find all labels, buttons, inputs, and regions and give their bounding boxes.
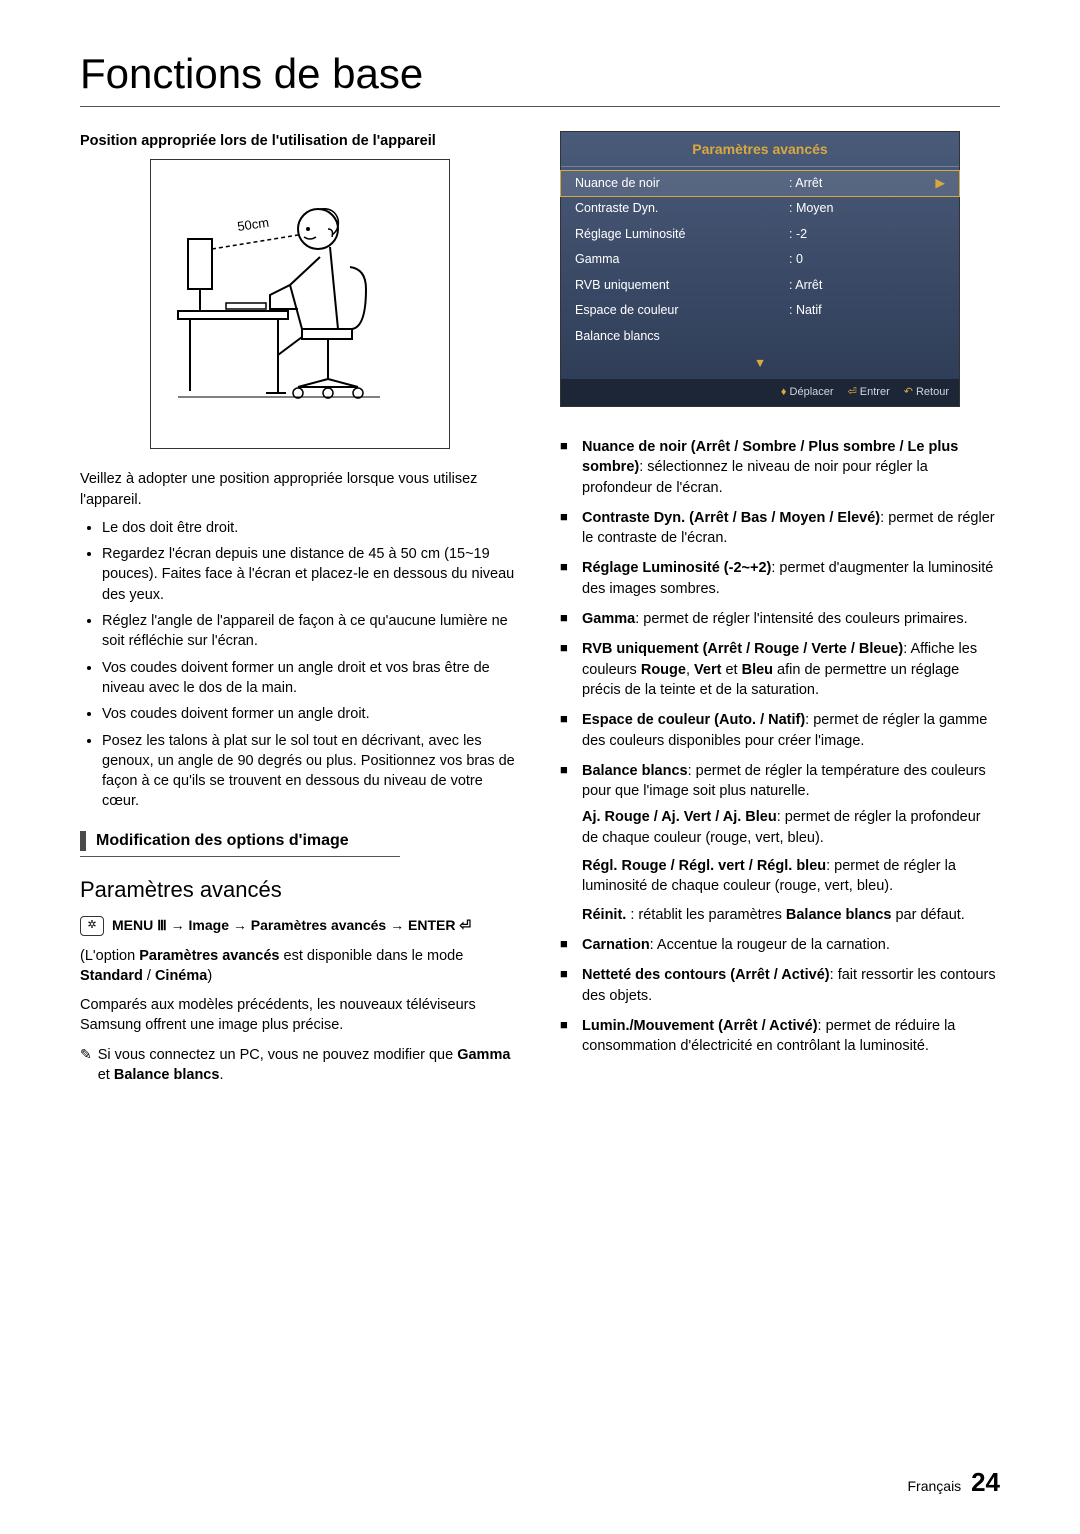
balance-detail-line: Aj. Rouge / Aj. Vert / Aj. Bleu: permet … — [582, 807, 1000, 848]
param-item: RVB uniquement (Arrêt / Rouge / Verte / … — [560, 639, 1000, 700]
left-column: Position appropriée lors de l'utilisatio… — [80, 131, 520, 1096]
osd-row[interactable]: Réglage Luminosité: -2 — [561, 222, 959, 248]
osd-header: Paramètres avancés — [561, 132, 959, 167]
enter-icon: ⏎ — [848, 386, 857, 398]
posture-intro: Veillez à adopter une position approprié… — [80, 469, 520, 510]
param-item-name: Balance blancs — [582, 763, 688, 779]
param-item: Netteté des contours (Arrêt / Activé): f… — [560, 965, 1000, 1006]
osd-row-key: Contraste Dyn. — [575, 200, 789, 218]
osd-row[interactable]: Espace de couleur: Natif — [561, 298, 959, 324]
page-footer: Français 24 — [908, 1467, 1001, 1498]
osd-row-arrow-icon: ▶ — [929, 175, 945, 193]
menu-path: ✲ MENU Ⅲ → Image → Paramètres avancés → … — [80, 916, 520, 936]
right-column: Paramètres avancés Nuance de noir: Arrêt… — [560, 131, 1000, 1096]
param-item: Contraste Dyn. (Arrêt / Bas / Moyen / El… — [560, 508, 1000, 549]
osd-row-key: RVB uniquement — [575, 277, 789, 295]
position-heading: Position appropriée lors de l'utilisatio… — [80, 131, 520, 151]
param-item: Réglage Luminosité (-2~+2): permet d'aug… — [560, 558, 1000, 599]
availability-note: (L'option Paramètres avancés est disponi… — [80, 946, 520, 987]
param-item-name: Réglage Luminosité (-2~+2) — [582, 560, 771, 576]
param-item: Carnation: Accentue la rougeur de la car… — [560, 935, 1000, 955]
menu-path-string: MENU Ⅲ → Image → Paramètres avancés → EN… — [112, 917, 455, 933]
osd-return-hint: ↶Retour — [904, 385, 949, 400]
param-item-name: Lumin./Mouvement (Arrêt / Activé) — [582, 1018, 818, 1034]
title-rule — [80, 106, 1000, 107]
balance-detail-line: Réinit. : rétablit les paramètres Balanc… — [582, 905, 1000, 925]
posture-bullets: Le dos doit être droit. Regardez l'écran … — [80, 518, 520, 812]
param-descriptions: Nuance de noir (Arrêt / Sombre / Plus so… — [560, 437, 1000, 1056]
compare-text: Comparés aux modèles précédents, les nou… — [80, 995, 520, 1036]
pc-note: ✎ Si vous connectez un PC, vous ne pouve… — [80, 1045, 520, 1086]
param-item-name: Carnation — [582, 937, 650, 953]
return-icon: ↶ — [904, 386, 913, 398]
enter-icon: ⏎ — [455, 917, 471, 933]
osd-row-value: : Natif — [789, 302, 929, 320]
param-item-name: Nuance de noir (Arrêt / Sombre / Plus so… — [582, 439, 958, 475]
osd-row-key: Espace de couleur — [575, 302, 789, 320]
osd-row-value: : 0 — [789, 251, 929, 269]
osd-row-value: : -2 — [789, 226, 929, 244]
osd-row[interactable]: Nuance de noir: Arrêt▶ — [561, 171, 959, 197]
param-item-name: Gamma — [582, 611, 635, 627]
posture-illustration: 50cm — [150, 159, 450, 449]
osd-enter-hint: ⏎Entrer — [848, 385, 890, 400]
osd-row-key: Gamma — [575, 251, 789, 269]
posture-bullet: Vos coudes doivent former un angle droit… — [102, 658, 520, 699]
param-item-name: Espace de couleur (Auto. / Natif) — [582, 712, 805, 728]
param-item-name: Contraste Dyn. (Arrêt / Bas / Moyen / El… — [582, 510, 880, 526]
param-item: Nuance de noir (Arrêt / Sombre / Plus so… — [560, 437, 1000, 498]
balance-blancs-details: Aj. Rouge / Aj. Vert / Aj. Bleu: permet … — [560, 807, 1000, 924]
osd-row-value: : Arrêt — [789, 175, 929, 193]
section-bar-label: Modification des options d'image — [96, 830, 349, 852]
balance-detail-line: Régl. Rouge / Régl. vert / Régl. bleu: p… — [582, 856, 1000, 897]
param-item: Lumin./Mouvement (Arrêt / Activé): perme… — [560, 1016, 1000, 1057]
osd-row-key: Balance blancs — [575, 328, 789, 346]
posture-bullet: Posez les talons à plat sur le sol tout … — [102, 731, 520, 812]
content-columns: Position appropriée lors de l'utilisatio… — [80, 131, 1000, 1096]
osd-move-hint: ♦Déplacer — [781, 385, 834, 400]
posture-svg: 50cm — [170, 179, 430, 429]
updown-icon: ♦ — [781, 386, 787, 398]
remote-icon: ✲ — [80, 916, 104, 936]
osd-panel: Paramètres avancés Nuance de noir: Arrêt… — [560, 131, 960, 407]
footer-lang: Français — [908, 1478, 962, 1494]
osd-row[interactable]: RVB uniquement: Arrêt — [561, 273, 959, 299]
osd-scroll-down-icon: ▼ — [561, 353, 959, 379]
osd-row[interactable]: Contraste Dyn.: Moyen — [561, 196, 959, 222]
posture-bullet: Vos coudes doivent former un angle droit… — [102, 704, 520, 724]
pc-note-text: Si vous connectez un PC, vous ne pouvez … — [98, 1045, 520, 1086]
osd-row-value: : Arrêt — [789, 277, 929, 295]
osd-row-key: Nuance de noir — [575, 175, 789, 193]
param-item: Balance blancs: permet de régler la temp… — [560, 761, 1000, 802]
osd-row[interactable]: Balance blancs — [561, 324, 959, 350]
section-bar-tick — [80, 831, 86, 851]
page-title: Fonctions de base — [80, 50, 1000, 98]
osd-row[interactable]: Gamma: 0 — [561, 247, 959, 273]
param-item-name: Netteté des contours (Arrêt / Activé) — [582, 967, 830, 983]
advanced-params-title: Paramètres avancés — [80, 875, 520, 906]
section-bar-image-options: Modification des options d'image — [80, 830, 400, 857]
posture-bullet: Le dos doit être droit. — [102, 518, 520, 538]
param-item-name: RVB uniquement (Arrêt / Rouge / Verte / … — [582, 641, 903, 657]
param-item: Gamma: permet de régler l'intensité des … — [560, 609, 1000, 629]
osd-rows: Nuance de noir: Arrêt▶Contraste Dyn.: Mo… — [561, 167, 959, 354]
posture-bullet: Réglez l'angle de l'appareil de façon à … — [102, 611, 520, 652]
footer-page-number: 24 — [971, 1467, 1000, 1497]
posture-bullet: Regardez l'écran depuis une distance de … — [102, 544, 520, 605]
osd-row-key: Réglage Luminosité — [575, 226, 789, 244]
distance-label: 50cm — [236, 215, 270, 234]
osd-footer: ♦Déplacer ⏎Entrer ↶Retour — [561, 379, 959, 406]
osd-row-value: : Moyen — [789, 200, 929, 218]
note-icon: ✎ — [80, 1045, 92, 1065]
param-item: Espace de couleur (Auto. / Natif): perme… — [560, 710, 1000, 751]
menu-path-text: MENU Ⅲ → Image → Paramètres avancés → EN… — [112, 916, 471, 936]
